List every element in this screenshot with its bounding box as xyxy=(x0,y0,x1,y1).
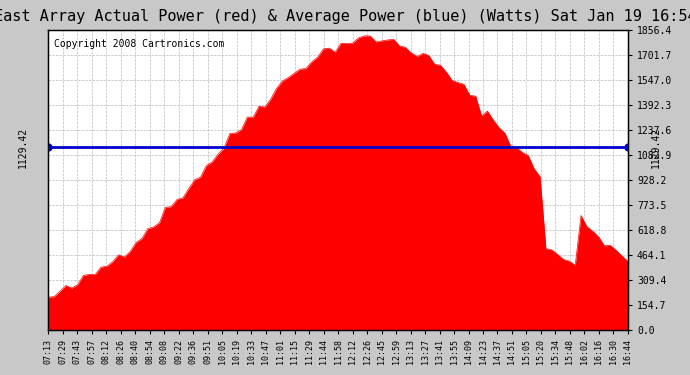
Text: 1129.42: 1129.42 xyxy=(18,127,28,168)
Text: East Array Actual Power (red) & Average Power (blue) (Watts) Sat Jan 19 16:54: East Array Actual Power (red) & Average … xyxy=(0,9,690,24)
Text: 1129.42: 1129.42 xyxy=(651,127,661,168)
Text: Copyright 2008 Cartronics.com: Copyright 2008 Cartronics.com xyxy=(54,39,224,49)
